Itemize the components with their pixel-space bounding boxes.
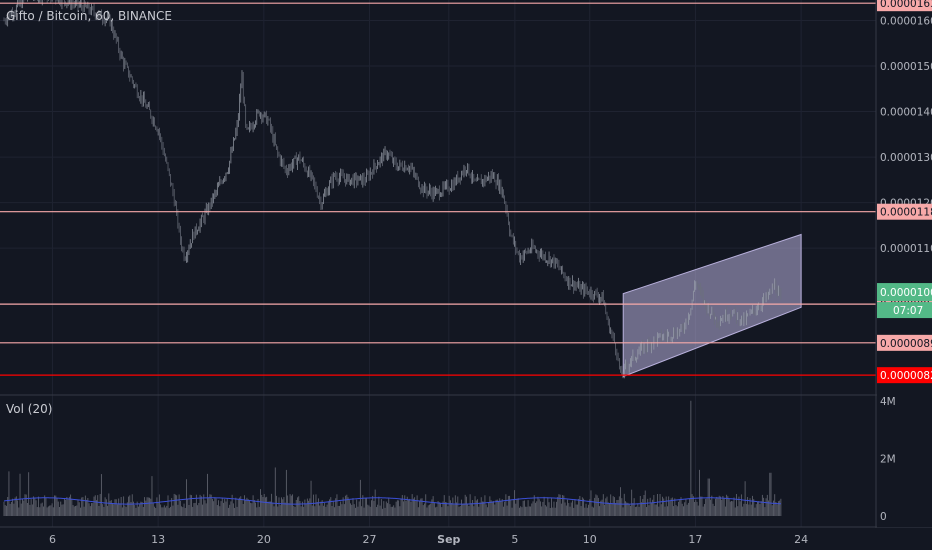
price-axis[interactable]: 0.00001600 0.00001500 0.00001400 0.00001300… [880,15,932,523]
time-tick-label: 24 [794,533,808,546]
price-level-badge [877,203,932,220]
price-candles [3,0,782,379]
price-level-badge [877,0,932,12]
volume-label: Vol (20) [6,402,52,416]
price-badges: 0.000016380.000011800.000009770.00000892… [877,0,932,384]
volume-tick-label: 0 [880,511,887,523]
volume-tick-label: 2M [880,453,896,465]
price-level-label: 0.00000821 [880,370,932,382]
price-level-badge [877,367,932,384]
countdown-badge [877,302,932,319]
time-axis[interactable]: 6 13 20 27 Sep 5 10 17 24 [49,533,808,546]
last-price-badge [877,283,932,302]
volume-moving-average [3,497,781,505]
price-tick-label: 0.00001400 [880,107,932,119]
price-level-label: 0.00000892 [880,338,932,350]
price-tick-label: 0.00001100 [880,243,932,255]
time-tick-label: 10 [583,533,597,546]
volume-pane [3,400,782,516]
price-level-badge [877,334,932,351]
price-tick-label: 0.00001500 [880,61,932,73]
time-tick-label: 13 [151,533,165,546]
time-tick-label: 6 [49,533,56,546]
price-level-label: 0.00001638 [880,0,932,10]
time-tick-label: 5 [511,533,518,546]
time-tick-label: 27 [363,533,377,546]
last-price-label: 0.00001003 [880,287,932,299]
price-level-label: 0.00001180 [880,207,932,219]
time-tick-label: 17 [688,533,702,546]
time-tick-label: Sep [437,533,460,546]
time-tick-label: 20 [257,533,271,546]
horizontal-levels[interactable] [0,2,876,376]
price-tick-label: 0.00001600 [880,15,932,27]
countdown-label: 07:07 [893,305,923,317]
volume-tick-label: 4M [880,396,896,408]
price-tick-label: 0.00001300 [880,152,932,164]
chart-title: Gifto / Bitcoin, 60, BINANCE [6,9,172,23]
